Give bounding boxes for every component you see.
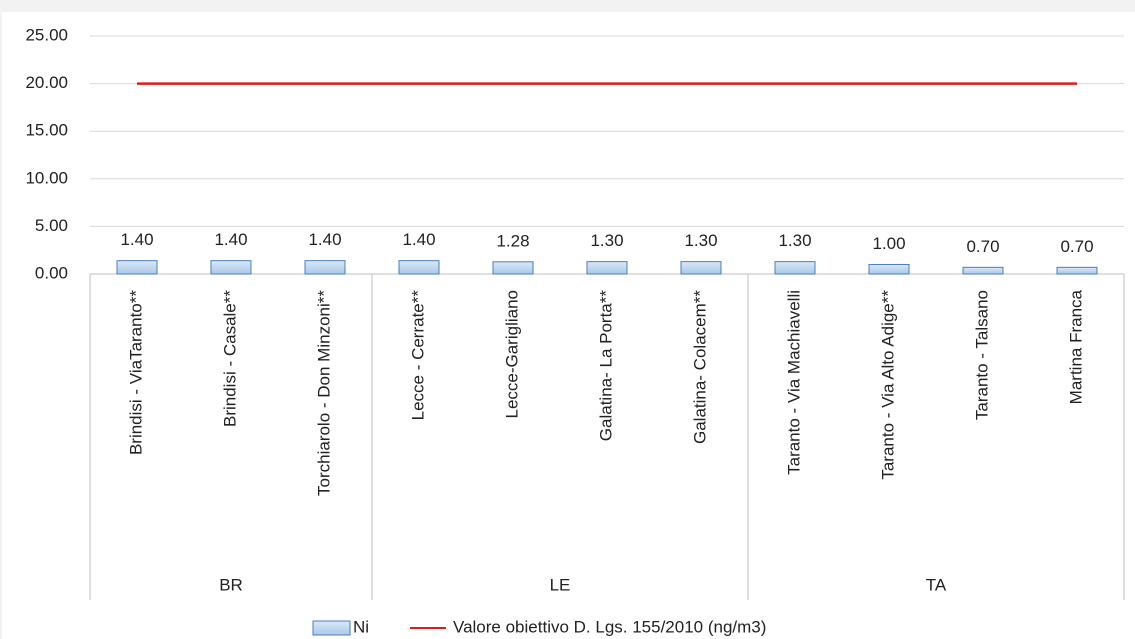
bar xyxy=(304,260,346,275)
x-tick-label: Brindisi - Casale** xyxy=(220,290,239,427)
x-tick-label: Taranto - Via Machiavelli xyxy=(784,290,803,475)
bar xyxy=(962,266,1004,275)
data-label: 0.70 xyxy=(1060,237,1093,256)
data-label: 1.28 xyxy=(496,231,529,250)
y-tick-label: 25.00 xyxy=(25,25,68,44)
data-label: 1.30 xyxy=(778,231,811,250)
data-label: 1.40 xyxy=(308,230,341,249)
data-label: 1.40 xyxy=(120,230,153,249)
legend-label: Ni xyxy=(353,617,369,636)
legend-label: Valore obiettivo D. Lgs. 155/2010 (ng/m3… xyxy=(453,617,766,636)
data-label: 1.30 xyxy=(590,231,623,250)
bar xyxy=(492,261,534,275)
x-tick-label: Galatina- La Porta** xyxy=(596,290,615,442)
x-tick-label: Lecce-Garigliano xyxy=(502,290,521,419)
x-tick-label: Lecce - Cerrate** xyxy=(408,290,427,421)
x-tick-label: Brindisi - ViaTaranto** xyxy=(126,290,145,455)
data-label: 1.40 xyxy=(214,230,247,249)
bar xyxy=(210,260,252,275)
bar xyxy=(586,261,628,275)
bar xyxy=(398,260,440,275)
x-tick-label: Taranto - Via Alto Adige** xyxy=(878,290,897,480)
bar xyxy=(116,260,158,275)
x-tick-label: Galatina- Colacem** xyxy=(690,290,709,444)
bar xyxy=(1056,266,1098,275)
y-tick-label: 20.00 xyxy=(25,73,68,92)
group-label: TA xyxy=(926,575,947,594)
x-tick-label: Martina Franca xyxy=(1066,289,1085,404)
bar xyxy=(868,263,910,275)
y-tick-label: 0.00 xyxy=(35,263,68,282)
group-label: BR xyxy=(219,575,243,594)
data-label: 1.00 xyxy=(872,234,905,253)
chart-area xyxy=(2,12,1135,639)
group-label: LE xyxy=(550,575,571,594)
y-tick-label: 5.00 xyxy=(35,216,68,235)
x-tick-label: Torchiarolo - Don Minzoni** xyxy=(314,290,333,496)
bar xyxy=(774,261,816,275)
legend-swatch xyxy=(312,620,351,636)
y-tick-label: 10.00 xyxy=(25,168,68,187)
bar xyxy=(680,261,722,275)
data-label: 0.70 xyxy=(966,237,999,256)
x-tick-label: Taranto - Talsano xyxy=(972,290,991,420)
data-label: 1.40 xyxy=(402,230,435,249)
y-tick-label: 15.00 xyxy=(25,121,68,140)
data-label: 1.30 xyxy=(684,231,717,250)
